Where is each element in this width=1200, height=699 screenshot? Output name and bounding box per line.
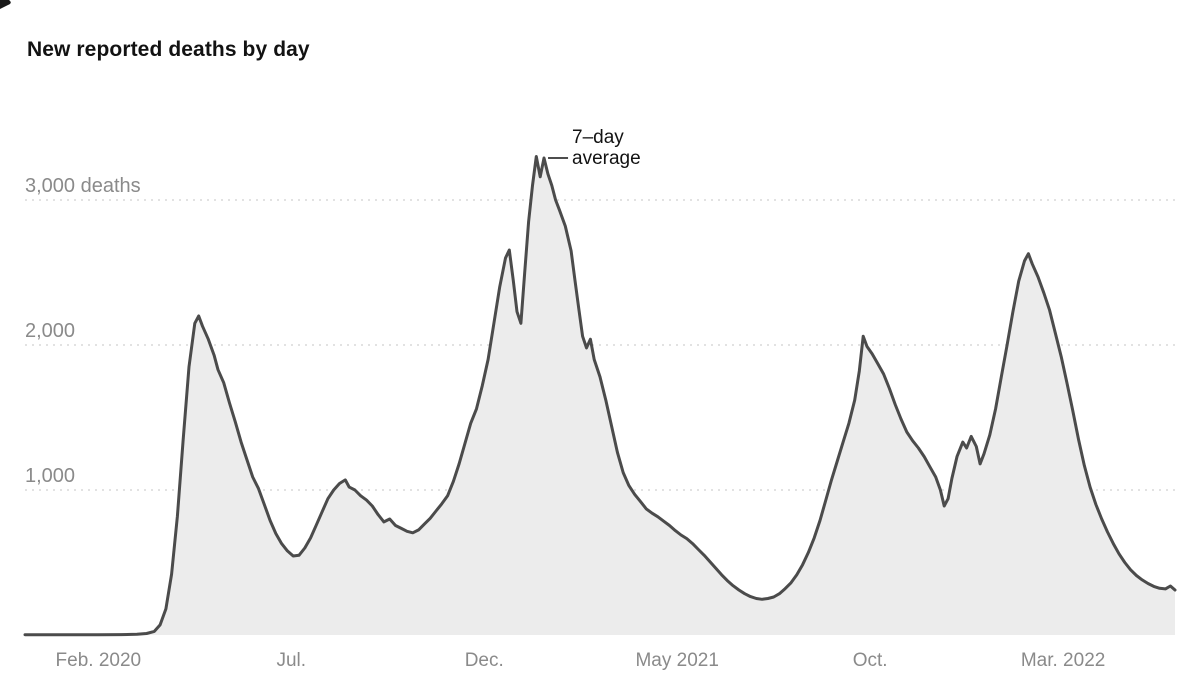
x-axis-label: Dec. [465, 650, 504, 671]
annotation-line-1: 7–day [572, 126, 624, 148]
x-axis-label: May 2021 [635, 650, 718, 671]
trend-line [23, 155, 1177, 637]
y-axis-label: 2,000 [25, 320, 75, 342]
area-fill [25, 156, 1175, 635]
x-axis-label: Feb. 2020 [56, 650, 142, 671]
y-axis-label: 1,000 [25, 465, 75, 487]
chart-title: New reported deaths by day [27, 38, 310, 61]
annotation-line-2: average [572, 147, 641, 169]
corner-crop-artifact [0, 0, 11, 9]
x-axis-label: Jul. [276, 650, 306, 671]
seven-day-average-annotation: 7–day average [572, 127, 641, 169]
y-axis-label: 3,000 deaths [25, 175, 141, 197]
x-axis-label: Oct. [853, 650, 888, 671]
x-axis-label: Mar. 2022 [1021, 650, 1106, 671]
